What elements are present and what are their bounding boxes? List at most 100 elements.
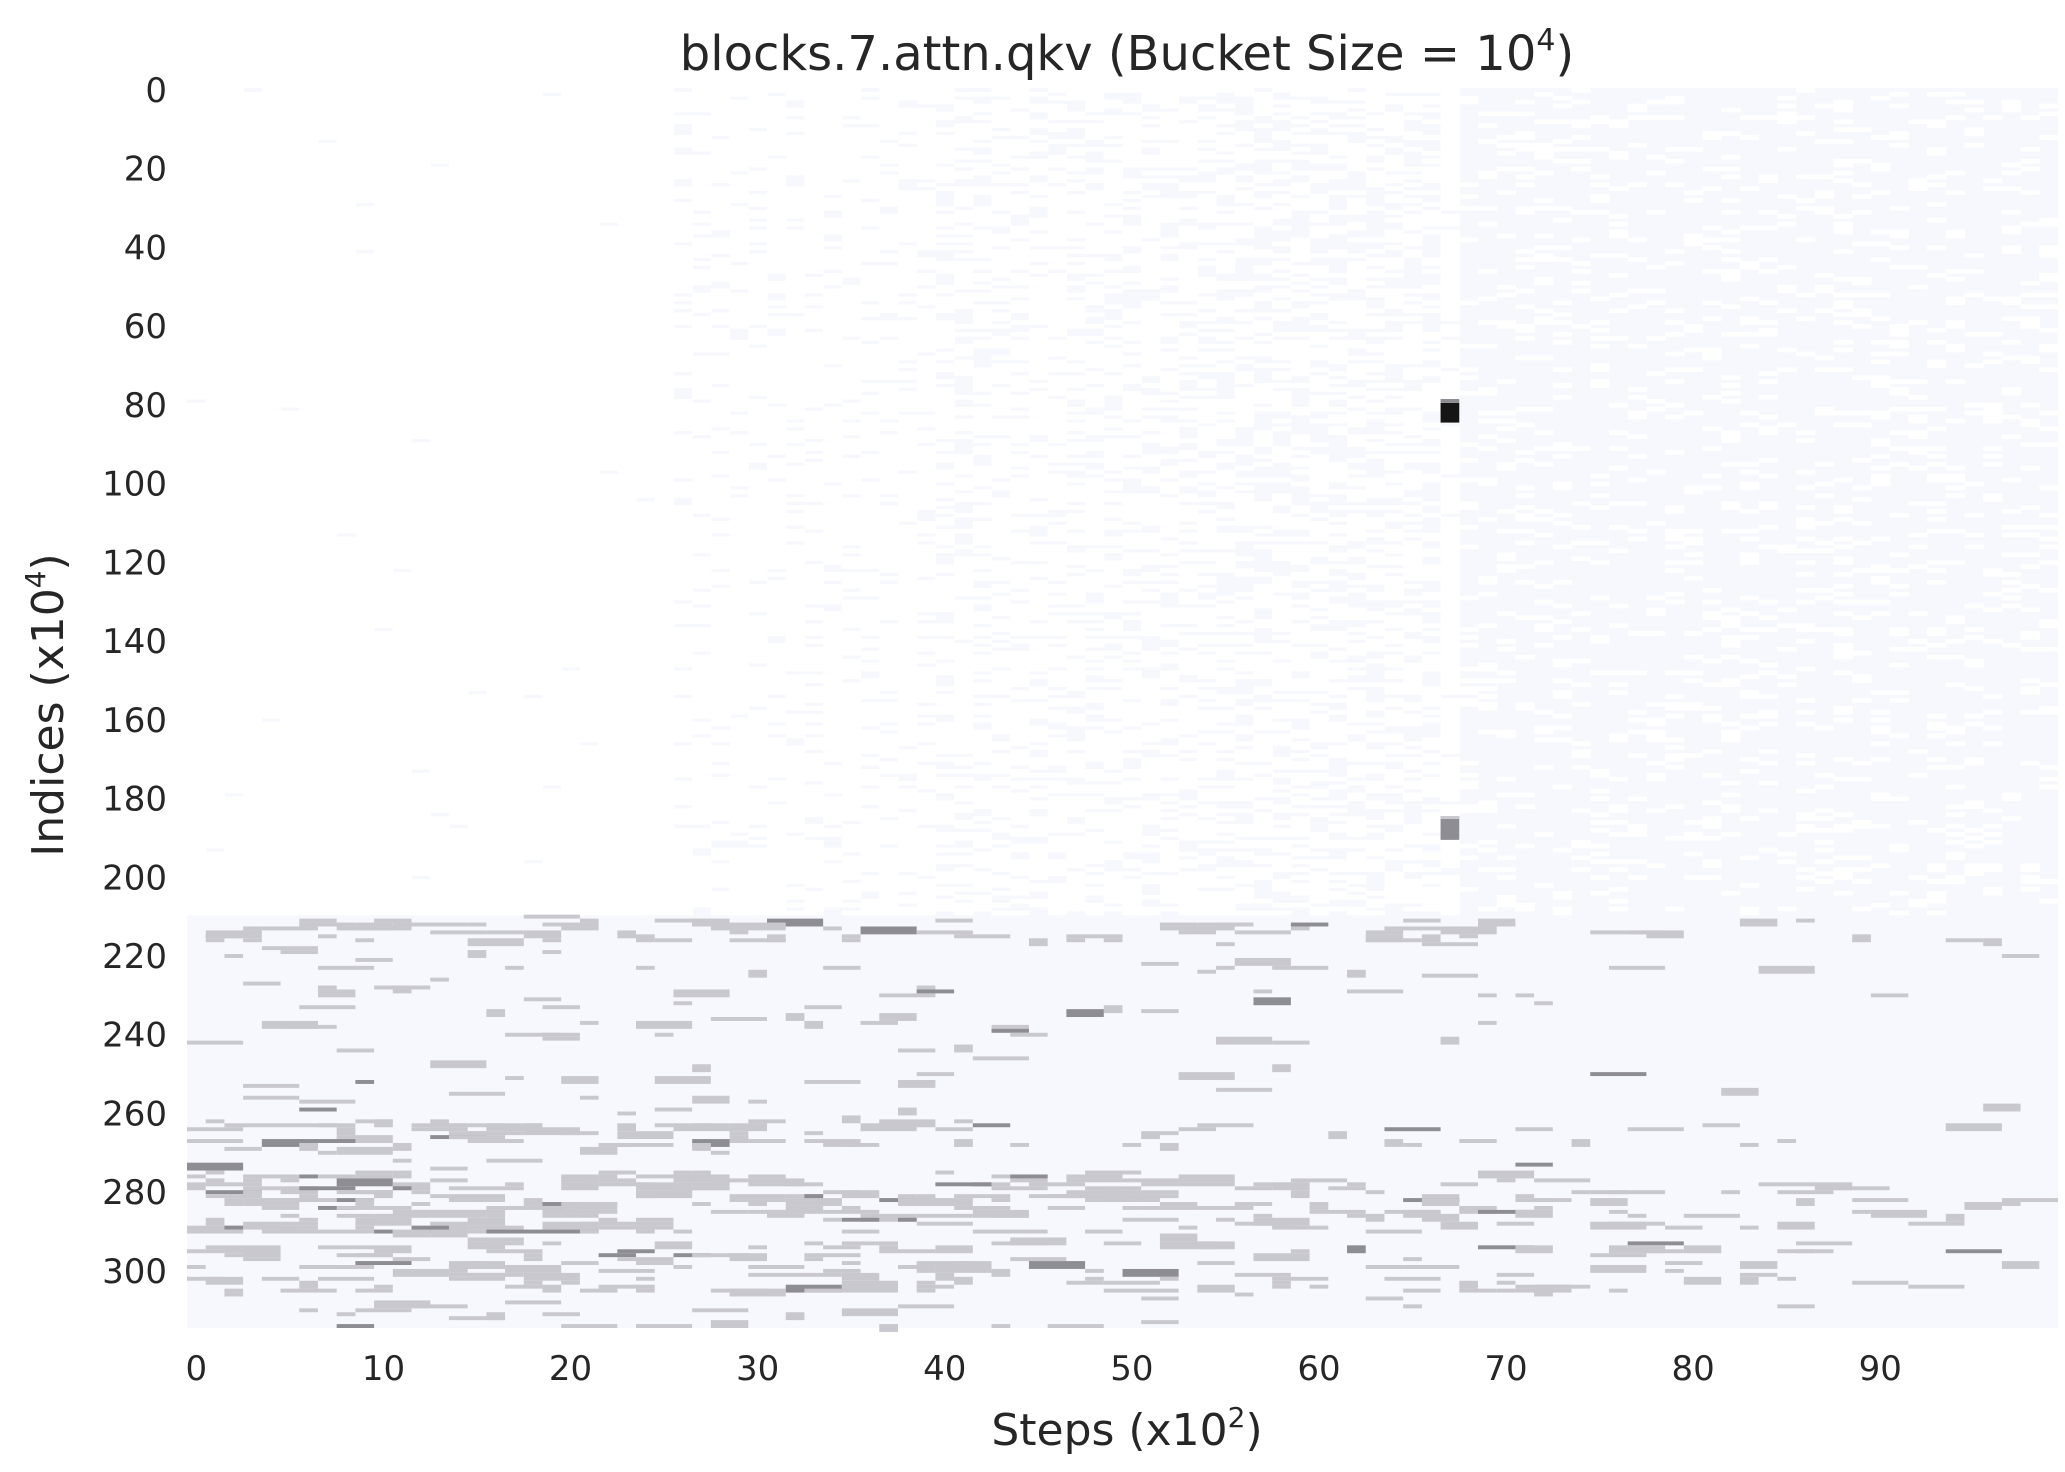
heatmap-cell [336, 182, 356, 188]
heatmap-cell [1421, 332, 1442, 337]
heatmap-cell [767, 379, 787, 384]
heatmap-cell [1141, 276, 1161, 282]
heatmap-cell [1178, 261, 1198, 266]
heatmap-cell [991, 253, 1011, 258]
heatmap-cell [1328, 300, 1348, 306]
heatmap-cell [1496, 324, 1517, 329]
heatmap-cell [486, 273, 506, 278]
heatmap-cell [636, 379, 656, 384]
heatmap-cell [991, 154, 1011, 160]
heatmap-cell [879, 166, 899, 172]
heatmap-cell [261, 265, 282, 270]
heatmap-cell [467, 99, 487, 105]
heatmap-cell [1983, 186, 2003, 191]
heatmap-cell [654, 316, 675, 321]
heatmap-cell [1347, 280, 1367, 286]
heatmap-cell [673, 249, 693, 254]
heatmap-cell [1122, 147, 1142, 152]
heatmap-cell [505, 288, 525, 294]
heatmap-cell [187, 241, 207, 247]
heatmap-cell [187, 308, 207, 313]
heatmap-cell [523, 379, 544, 384]
heatmap-cell [336, 339, 356, 345]
heatmap-cell [1290, 269, 1311, 274]
heatmap-cell [1440, 328, 1460, 333]
heatmap-cell [1646, 288, 1666, 294]
heatmap-cell [1534, 276, 1554, 282]
heatmap-cell [2001, 229, 2022, 235]
heatmap-cell [411, 316, 431, 321]
heatmap-cell [1590, 343, 1610, 349]
heatmap-cell [935, 154, 955, 160]
heatmap-cell [879, 95, 899, 101]
heatmap-cell [486, 379, 506, 384]
heatmap-cell [374, 379, 394, 384]
heatmap-cell [897, 198, 918, 203]
heatmap-cell [617, 213, 637, 219]
heatmap-cell [467, 288, 487, 294]
heatmap-cell [1347, 363, 1367, 369]
heatmap-cell [1047, 174, 1067, 180]
heatmap-cell [654, 119, 675, 125]
heatmap-cell [1440, 237, 1460, 243]
heatmap-cell [505, 261, 525, 266]
heatmap-cell [579, 387, 600, 392]
heatmap-cell [579, 265, 600, 270]
heatmap-cell [280, 210, 300, 215]
heatmap-cell [1309, 332, 1329, 337]
heatmap-cell [804, 150, 824, 156]
heatmap-cell [486, 127, 506, 132]
heatmap-cell [860, 276, 880, 282]
heatmap-cell [1178, 115, 1198, 121]
heatmap-cell [1627, 143, 1647, 148]
heatmap-cell [561, 367, 581, 373]
heatmap-cell [1870, 166, 1891, 172]
heatmap-cell [411, 371, 431, 376]
heatmap-cell [448, 395, 469, 400]
heatmap-cell [1721, 257, 1741, 262]
heatmap-cell [804, 398, 824, 404]
heatmap-cell [1328, 91, 1348, 97]
heatmap-cell [673, 170, 693, 176]
heatmap-cell [243, 312, 263, 317]
heatmap-cell [336, 367, 356, 373]
heatmap-cell [710, 261, 731, 266]
heatmap-cell [692, 241, 712, 247]
heatmap-cell [542, 320, 562, 325]
heatmap-cell [1421, 174, 1442, 180]
heatmap-cell [1347, 398, 1367, 404]
heatmap-cell [261, 355, 282, 361]
heatmap-cell [617, 351, 637, 357]
heatmap-cell [1272, 186, 1292, 191]
heatmap-cell [729, 198, 749, 203]
heatmap-cell [542, 253, 562, 258]
heatmap-cell [299, 371, 319, 376]
heatmap-cell [299, 347, 319, 353]
heatmap-cell [673, 162, 693, 168]
heatmap-cell [1833, 249, 1853, 254]
heatmap-cell [1365, 347, 1386, 353]
heatmap-cell [1870, 383, 1891, 388]
heatmap-cell [1047, 103, 1067, 109]
heatmap-cell [392, 273, 413, 278]
heatmap-cell [1103, 237, 1124, 243]
heatmap-cell [374, 241, 394, 247]
heatmap-cell [224, 339, 244, 345]
heatmap-cell [991, 202, 1011, 207]
heatmap-cell [916, 241, 936, 247]
heatmap-cell [767, 257, 787, 262]
heatmap-cell [1066, 336, 1086, 341]
heatmap-cell [430, 150, 450, 156]
heatmap-cell [467, 103, 487, 109]
heatmap-cell [710, 198, 731, 203]
heatmap-cell [823, 225, 843, 231]
heatmap-cell [916, 210, 936, 215]
heatmap-cell [785, 324, 806, 329]
heatmap-cell [1085, 131, 1105, 136]
heatmap-cell [1571, 119, 1591, 125]
heatmap-cell [1216, 304, 1236, 310]
heatmap-cell [224, 336, 244, 341]
heatmap-cell [1477, 170, 1498, 176]
heatmap-cell [692, 186, 712, 191]
heatmap-cell [299, 402, 319, 408]
